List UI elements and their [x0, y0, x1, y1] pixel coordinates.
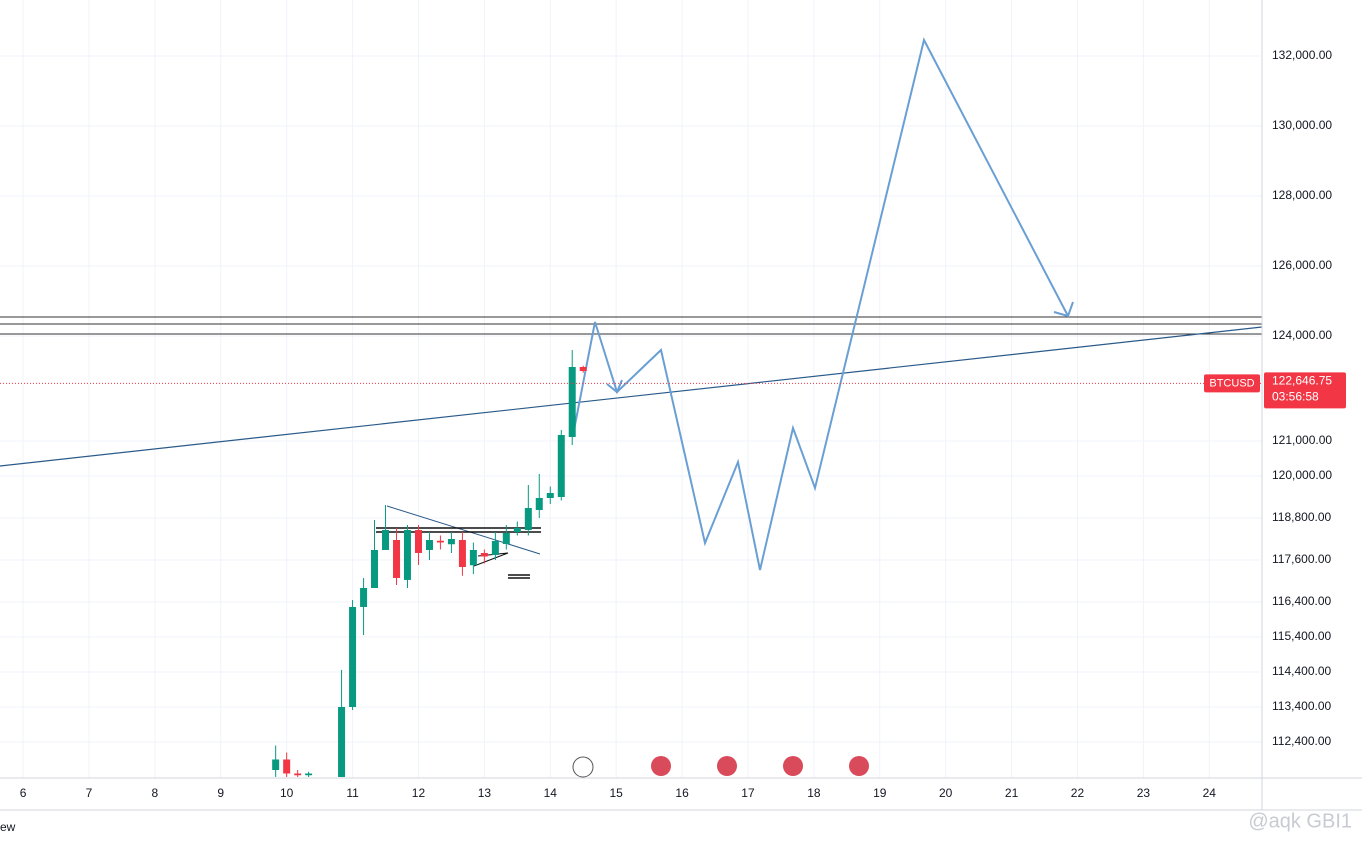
candle-body — [579, 367, 587, 371]
candle-body — [294, 773, 302, 776]
y-tick-label: 120,000.00 — [1272, 468, 1332, 482]
y-tick-label: 112,400.00 — [1272, 734, 1331, 748]
axes: 132,000.00 130,000.00 128,000.00 126,000.00… — [0, 48, 1346, 800]
y-tick-label: 114,400.00 — [1272, 664, 1331, 678]
candle-body — [272, 759, 280, 770]
candle-body — [305, 773, 313, 776]
x-tick-label: 21 — [1005, 786, 1019, 800]
x-tick-label: 13 — [478, 786, 492, 800]
candle-body — [283, 759, 291, 774]
candle-body — [436, 540, 444, 543]
event-icon — [783, 756, 803, 776]
y-tick-label: 115,400.00 — [1272, 629, 1331, 643]
candle-body — [546, 493, 554, 499]
y-tick-label: 126,000.00 — [1272, 258, 1332, 272]
y-tick-label: 118,800.00 — [1272, 510, 1331, 524]
x-tick-label: 9 — [217, 786, 224, 800]
x-tick-label: 20 — [939, 786, 953, 800]
candle-body — [491, 540, 499, 555]
x-tick-label: 24 — [1203, 786, 1217, 800]
event-icon — [651, 756, 671, 776]
x-tick-label: 18 — [807, 786, 821, 800]
footer-text: ew — [0, 820, 16, 834]
candle-body — [403, 529, 411, 580]
x-tick-label: 22 — [1071, 786, 1085, 800]
candle-body — [524, 507, 532, 530]
x-tick-label: 11 — [346, 786, 359, 800]
x-tick-label: 14 — [544, 786, 558, 800]
event-icons — [572, 756, 869, 778]
grid — [0, 0, 1262, 778]
symbol-label: BTCUSD — [1209, 377, 1254, 389]
y-tick-label: 117,600.00 — [1272, 552, 1331, 566]
candle-body — [502, 533, 510, 544]
candle-body — [371, 549, 379, 588]
triangle-drawing — [473, 552, 509, 567]
event-icon — [572, 756, 594, 778]
candle-body — [557, 435, 565, 497]
symbol-tag — [1204, 374, 1260, 393]
trend-line — [0, 326, 1263, 467]
candle-body — [535, 498, 543, 510]
candle-body — [458, 540, 466, 567]
y-tick-label: 113,400.00 — [1272, 699, 1331, 713]
y-tick-label: 116,400.00 — [1272, 594, 1331, 608]
x-tick-label: 23 — [1137, 786, 1151, 800]
candle-body — [425, 540, 433, 550]
projection-path — [573, 37, 1069, 571]
candle-body — [568, 367, 576, 438]
drawings — [0, 37, 1263, 579]
candle-body — [393, 540, 401, 578]
event-icon — [717, 756, 737, 776]
candle-body — [513, 527, 521, 532]
arrow-head — [606, 379, 623, 394]
x-tick-label: 17 — [741, 786, 755, 800]
price-tag — [1264, 372, 1346, 409]
y-tick-label: 128,000.00 — [1272, 188, 1332, 202]
candle-body — [469, 549, 477, 566]
y-tick-label: 121,000.00 — [1272, 433, 1332, 447]
candle-body — [447, 538, 455, 545]
x-tick-label: 15 — [609, 786, 623, 800]
candles — [272, 349, 587, 777]
countdown-label: 03:56:58 — [1272, 390, 1319, 404]
x-tick-label: 8 — [152, 786, 159, 800]
y-tick-label: 124,000.00 — [1272, 328, 1332, 342]
trend-line — [386, 505, 541, 555]
y-tick-label: 130,000.00 — [1272, 118, 1332, 132]
candle-body — [414, 529, 422, 553]
x-tick-label: 6 — [20, 786, 27, 800]
candle-body — [480, 552, 488, 557]
price-label: 122,646.75 — [1272, 374, 1332, 388]
candle-body — [338, 706, 346, 777]
x-tick-label: 12 — [412, 786, 426, 800]
candle-body — [360, 587, 368, 607]
x-tick-label: 7 — [86, 786, 93, 800]
x-tick-label: 10 — [280, 786, 294, 800]
event-icon — [849, 756, 869, 776]
x-tick-label: 19 — [873, 786, 887, 800]
y-tick-label: 132,000.00 — [1272, 48, 1332, 62]
candle-body — [349, 606, 357, 707]
arrow-head — [1053, 301, 1074, 318]
watermark: @aqk GBI1 — [1248, 810, 1352, 832]
candle-body — [382, 529, 390, 550]
x-tick-label: 16 — [675, 786, 689, 800]
